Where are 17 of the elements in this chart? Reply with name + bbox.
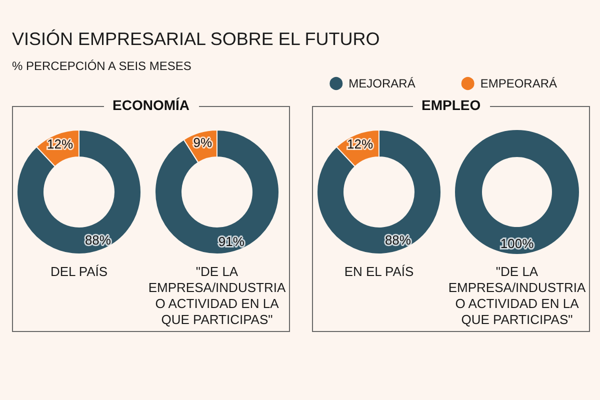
slice-label: DEL PAÍS bbox=[49, 264, 109, 280]
text: ECONOMÍA bbox=[104, 97, 198, 114]
data-label: 9% bbox=[193, 135, 212, 150]
slice-label: EN EL PAÍS bbox=[343, 264, 415, 280]
legend-label: EMPEORARÁ bbox=[480, 76, 558, 90]
slice-label: "DE LA EMPRESA/INDUSTRIA O ACTIVIDAD EN LA QUE PARTICIPAS" bbox=[147, 264, 287, 328]
chart-title: VISIÓN EMPRESARIAL SOBRE EL FUTURO bbox=[12, 29, 380, 49]
legend-label: MEJORARÁ bbox=[348, 76, 416, 90]
slice-label: "DE LA EMPRESA/INDUSTRIA O ACTIVIDAD EN LA QUE PARTICIPAS" bbox=[447, 264, 587, 328]
chart-subtitle: % PERCEPCIÓN A SEIS MESES bbox=[12, 59, 192, 73]
data-label: 100% bbox=[500, 236, 534, 251]
data-label: 91% bbox=[218, 234, 245, 249]
data-label: 12% bbox=[47, 136, 74, 152]
data-label: 88% bbox=[384, 232, 412, 248]
data-label: 88% bbox=[84, 232, 112, 248]
text: EMPLEO bbox=[412, 97, 490, 114]
data-label: 12% bbox=[347, 136, 374, 152]
